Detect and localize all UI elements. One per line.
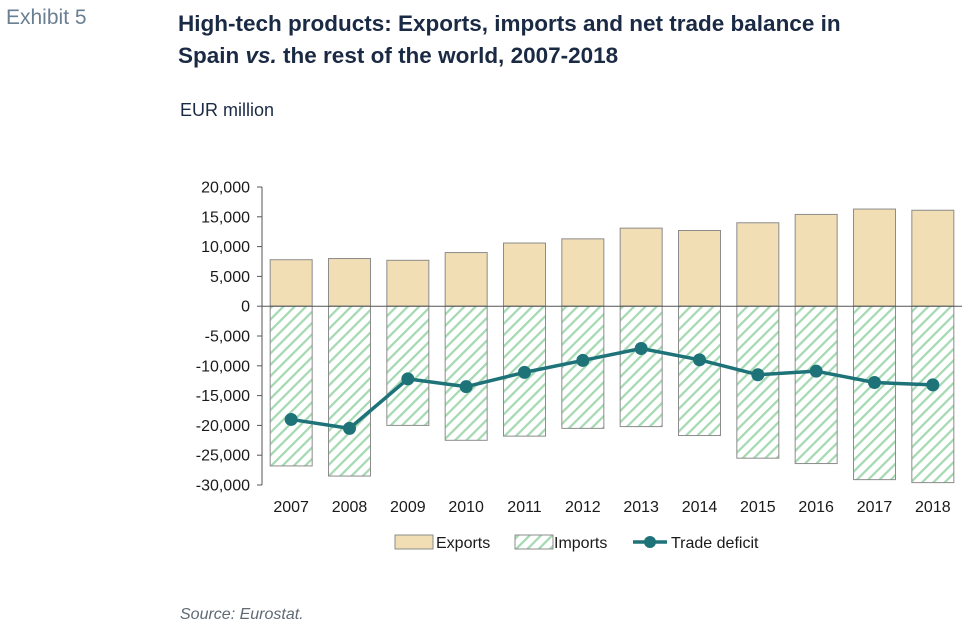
trade-deficit-series: [284, 342, 940, 435]
x-tick-label: 2015: [740, 499, 776, 516]
y-tick-label: -30,000: [196, 478, 250, 495]
exports-bar-2016: [794, 213, 838, 307]
exports-bar-2010: [444, 252, 488, 307]
source-note: Source: Eurostat.: [180, 606, 304, 623]
x-tick-label: 2017: [857, 499, 893, 516]
imports-bar-2007: [269, 305, 313, 467]
trade-deficit-point-2009: [401, 372, 415, 386]
x-tick-label: 2016: [798, 499, 834, 516]
exports-bars: [269, 208, 955, 307]
y-tick-label: -15,000: [196, 388, 250, 405]
y-tick-label: 20,000: [201, 180, 250, 197]
x-tick-label: 2008: [332, 499, 368, 516]
exports-bar-2018: [911, 209, 955, 307]
exports-bar-2011: [503, 242, 546, 307]
exports-bar-2015: [736, 222, 780, 307]
imports-bar-2009: [386, 305, 430, 426]
x-tick-label: 2010: [448, 499, 484, 516]
trade-deficit-point-2015: [751, 368, 765, 382]
y-tick-label: -25,000: [196, 448, 250, 465]
imports-bar-2017: [853, 305, 896, 481]
trade-deficit-point-2008: [343, 421, 356, 435]
trade-deficit-point-2018: [926, 378, 940, 392]
legend-imports-swatch: [514, 534, 554, 550]
imports-bar-2012: [561, 305, 605, 429]
imports-bar-2010: [444, 305, 488, 441]
imports-bar-2014: [678, 305, 721, 437]
x-tick-label: 2014: [682, 499, 718, 516]
imports-bar-2013: [619, 305, 663, 428]
imports-bar-2015: [736, 305, 780, 459]
trade-deficit-point-2010: [459, 380, 473, 394]
trade-deficit-point-2011: [518, 365, 531, 379]
title-line-2-start: Spain: [178, 43, 246, 68]
legend-deficit-label: Trade deficit: [671, 535, 759, 552]
exports-bar-2014: [678, 230, 721, 307]
y-tick-label: 10,000: [201, 239, 250, 256]
imports-bar-2008: [328, 305, 371, 477]
exports-bar-2007: [269, 259, 313, 307]
legend-deficit-marker: [644, 536, 656, 548]
y-tick-label: -10,000: [196, 358, 250, 375]
trade-deficit-point-2013: [634, 342, 648, 356]
x-tick-label: 2013: [623, 499, 659, 516]
x-tick-labels: 2007 2008 2009 2010 2011 2012 2013 2014 2015 2016…: [273, 499, 950, 516]
x-tick-label: 2011: [507, 499, 542, 516]
trade-deficit-point-2016: [809, 364, 823, 378]
legend-exports-swatch: [394, 534, 434, 550]
x-tick-label: 2009: [390, 499, 426, 516]
legend: Exports Imports Trade deficit: [394, 534, 759, 552]
units-label: EUR million: [180, 100, 275, 120]
y-tick-label: 0: [241, 299, 250, 316]
chart-title: High-tech products: Exports, imports and…: [178, 8, 968, 72]
legend-imports-label: Imports: [554, 535, 607, 552]
exports-bar-2009: [386, 259, 430, 307]
exports-bar-2017: [853, 208, 896, 307]
imports-bar-2018: [911, 305, 955, 484]
title-line-1: High-tech products: Exports, imports and…: [178, 11, 841, 36]
title-line-2-end: the rest of the world, 2007-2018: [276, 43, 619, 68]
trade-deficit-point-2007: [284, 412, 298, 426]
trade-deficit-point-2017: [868, 375, 881, 389]
exports-bar-2013: [619, 227, 663, 307]
imports-bar-2016: [794, 305, 838, 465]
y-tick-labels: 20,000 15,000 10,000 5,000 0 -5,000 -10,000 -15…: [196, 180, 262, 495]
imports-bars: [269, 305, 955, 484]
exports-bar-2008: [328, 258, 371, 307]
title-line-2-italic: vs.: [245, 43, 277, 68]
y-tick-label: -20,000: [196, 418, 250, 435]
y-tick-label: -5,000: [205, 329, 250, 346]
legend-exports-label: Exports: [436, 535, 490, 552]
y-tick-label: 15,000: [201, 209, 250, 226]
trade-deficit-point-2014: [693, 353, 706, 367]
x-tick-label: 2018: [915, 499, 951, 516]
trade-deficit-point-2012: [576, 353, 590, 367]
exports-bar-2012: [561, 238, 605, 307]
exhibit-label: Exhibit 5: [6, 6, 87, 29]
x-tick-label: 2012: [565, 499, 601, 516]
y-tick-label: 5,000: [210, 269, 250, 286]
x-tick-label: 2007: [273, 499, 309, 516]
trade-deficit-line: [290, 346, 933, 431]
